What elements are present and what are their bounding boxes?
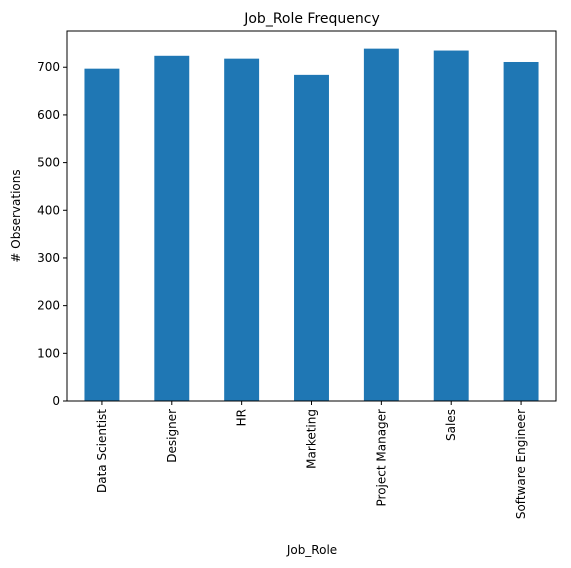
bar-designer [154, 55, 190, 401]
x-tick-label: Project Manager [374, 409, 388, 507]
y-tick-label: 500 [37, 156, 60, 170]
x-axis-label: Job_Role [286, 543, 337, 557]
x-axis: Data Scientist Designer HR Marketing Project… [95, 401, 528, 519]
bars-group [84, 48, 539, 402]
x-tick-label: Sales [444, 409, 458, 441]
bar-data-scientist [84, 68, 120, 401]
y-tick-label: 700 [37, 60, 60, 74]
y-tick-label: 600 [37, 108, 60, 122]
bar-marketing [294, 74, 329, 402]
plot-frame [66, 30, 557, 402]
y-tick-label: 400 [37, 203, 60, 217]
bar-software-engineer [503, 61, 539, 401]
x-tick-label: Marketing [305, 409, 319, 469]
x-tick-label: Designer [165, 409, 179, 463]
bar-project-manager [363, 48, 399, 401]
y-tick-label: 100 [37, 346, 60, 360]
chart-title: Job_Role Frequency [243, 11, 380, 27]
y-tick-label: 200 [37, 299, 60, 313]
bar-hr [224, 58, 260, 402]
x-tick-label: HR [235, 409, 249, 426]
x-tick-label: Data Scientist [95, 409, 109, 493]
y-axis-label: # Observations [9, 169, 23, 262]
y-tick-label: 0 [52, 394, 60, 408]
y-axis: 0 100 200 300 400 500 600 700 [37, 60, 67, 408]
bar-sales [433, 50, 469, 401]
y-tick-label: 300 [37, 251, 60, 265]
x-tick-label: Software Engineer [514, 409, 528, 519]
